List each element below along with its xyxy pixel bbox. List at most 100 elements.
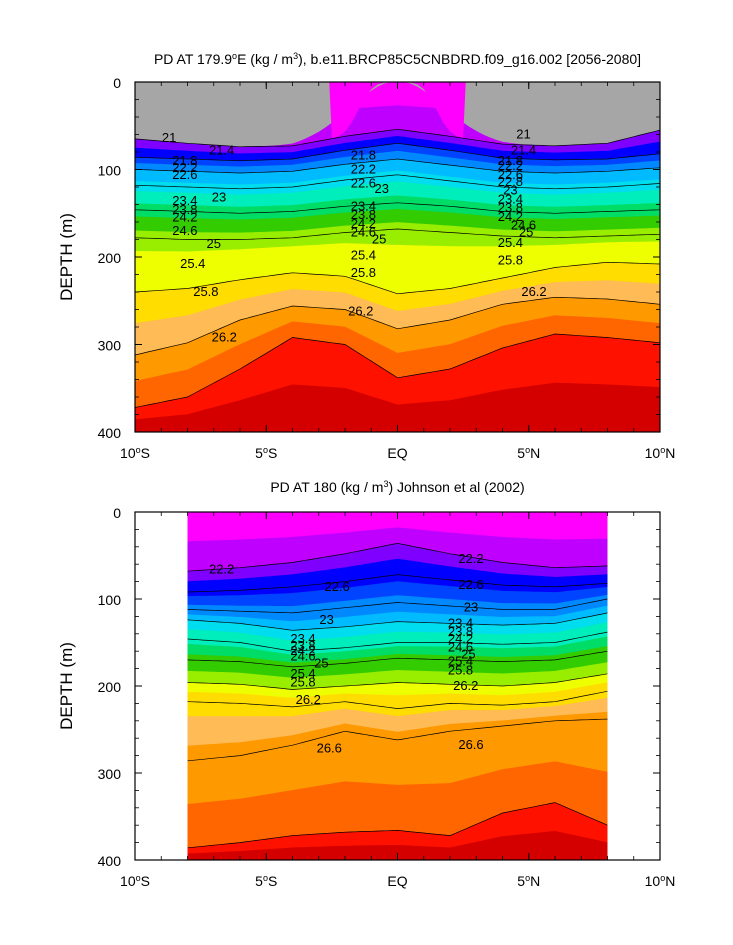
x-tick-label: 5oS xyxy=(255,873,277,889)
contour-label: 23.4 xyxy=(448,615,473,630)
x-tick-label: EQ xyxy=(387,445,407,461)
contour-label: 22.2 xyxy=(209,561,234,576)
contour-label: 26.2 xyxy=(348,303,373,318)
x-tick-label: 5oN xyxy=(517,873,540,889)
contour-label: 25 xyxy=(461,647,475,662)
contour-label: 23.8 xyxy=(498,200,523,215)
contour-label: 21.8 xyxy=(351,148,376,163)
contour-label: 24.2 xyxy=(498,209,523,224)
contour-label: 21 xyxy=(162,130,176,145)
chart-title: PD AT 180 (kg / m3) Johnson et al (2002) xyxy=(270,479,524,495)
contour-label: 26.2 xyxy=(453,678,478,693)
y-tick-label: 300 xyxy=(98,766,122,782)
contour-label: 21 xyxy=(516,127,530,142)
x-tick-label: 10oS xyxy=(120,873,150,889)
equatorial-core xyxy=(329,82,466,139)
contour-label: 25.8 xyxy=(193,284,218,299)
contour-label: 21.8 xyxy=(498,153,523,168)
contour-label: 24.6 xyxy=(448,640,473,655)
isopycnal-line xyxy=(135,261,660,295)
contour-label: 23 xyxy=(375,181,389,196)
contour-label: 25.8 xyxy=(351,265,376,280)
contour-label: 24.2 xyxy=(172,210,197,225)
contour-label: 23 xyxy=(503,183,517,198)
contour-label: 23.4 xyxy=(351,198,376,213)
contour-label: 24.6 xyxy=(351,225,376,240)
contour-label: 25 xyxy=(372,232,386,247)
contour-label: 22.2 xyxy=(351,162,376,177)
contour-label: 25 xyxy=(519,225,533,240)
isopycnal-line xyxy=(187,598,608,614)
contour-label: 22.6 xyxy=(351,176,376,191)
x-tick-label: 10oN xyxy=(645,873,676,889)
x-tick-label: 5oN xyxy=(517,445,540,461)
contour-label: 23.4 xyxy=(172,193,197,208)
isopycnal-line xyxy=(135,174,660,190)
contour-label: 25.4 xyxy=(498,235,523,250)
contour-label: 26.2 xyxy=(212,330,237,345)
outcrop-light xyxy=(135,82,660,147)
contour-label: 23.8 xyxy=(351,207,376,222)
y-tick-label: 100 xyxy=(98,163,122,179)
contour-label: 26.2 xyxy=(296,692,321,707)
contour-label: 24.6 xyxy=(511,218,536,233)
chart-title: PD AT 179.9oE (kg / m3), b.e11.BRCP85C5C… xyxy=(154,51,641,67)
contour-label: 22.2 xyxy=(458,551,483,566)
contour-label: 23.8 xyxy=(448,624,473,639)
y-tick-label: 100 xyxy=(98,592,122,608)
contour-label: 22.2 xyxy=(172,160,197,175)
contour-label: 23.4 xyxy=(498,191,523,206)
isopycnal-line xyxy=(187,612,608,631)
y-tick-label: 0 xyxy=(113,75,121,91)
contour-label: 25.4 xyxy=(448,654,473,669)
isopycnal-line xyxy=(135,142,660,162)
x-tick-label: 10oS xyxy=(120,445,150,461)
isopycnal-line xyxy=(187,802,608,849)
isopycnal-line xyxy=(135,128,660,148)
contour-label: 26.2 xyxy=(521,284,546,299)
contour-label: 23 xyxy=(464,600,478,615)
contour-label: 25.8 xyxy=(448,662,473,677)
contour-label: 23.8 xyxy=(172,202,197,217)
contour-label: 22.2 xyxy=(498,158,523,173)
contour-label: 21.4 xyxy=(209,142,234,157)
isopycnal-line xyxy=(187,690,608,709)
contour-label: 25 xyxy=(207,236,221,251)
contour-label: 25.8 xyxy=(290,675,315,690)
contour-label: 24.6 xyxy=(290,648,315,663)
isopycnal-line xyxy=(135,158,660,174)
contour-label: 23 xyxy=(319,612,333,627)
contour-label: 21.4 xyxy=(511,142,536,157)
contour-label: 22.6 xyxy=(172,167,197,182)
contour-label: 22.6 xyxy=(324,579,349,594)
isopycnal-line xyxy=(187,631,608,652)
contour-label: 25.4 xyxy=(290,666,315,681)
contour-label: 25 xyxy=(314,655,328,670)
contour-label: 22.6 xyxy=(458,577,483,592)
contour-label: 24.2 xyxy=(290,643,315,658)
isopycnal-line xyxy=(135,228,660,240)
contour-label: 23.8 xyxy=(290,638,315,653)
panel-bottom: 22.222.62323.423.824.224.62525.425.826.2… xyxy=(57,479,675,889)
contour-label: 22.6 xyxy=(498,167,523,182)
contour-fill: 22.222.62323.423.824.224.62525.425.826.2… xyxy=(187,512,608,860)
isopycnal-line xyxy=(187,650,608,668)
x-tick-label: EQ xyxy=(387,873,407,889)
isopycnal-line xyxy=(187,574,608,593)
contour-label: 22.8 xyxy=(498,174,523,189)
x-tick-label: 10oN xyxy=(645,445,676,461)
y-tick-label: 300 xyxy=(98,338,122,354)
isopycnal-line xyxy=(135,296,660,356)
isopycnal-line xyxy=(187,542,608,572)
y-tick-label: 200 xyxy=(98,679,122,695)
contour-label: 25.4 xyxy=(180,256,205,271)
y-tick-label: 200 xyxy=(98,250,122,266)
isopycnal-line xyxy=(135,333,660,408)
isopycnal-line xyxy=(187,673,608,690)
contour-label: 25.8 xyxy=(498,253,523,268)
y-axis-label: DEPTH (m) xyxy=(57,213,76,301)
contour-label: 21.8 xyxy=(172,153,197,168)
